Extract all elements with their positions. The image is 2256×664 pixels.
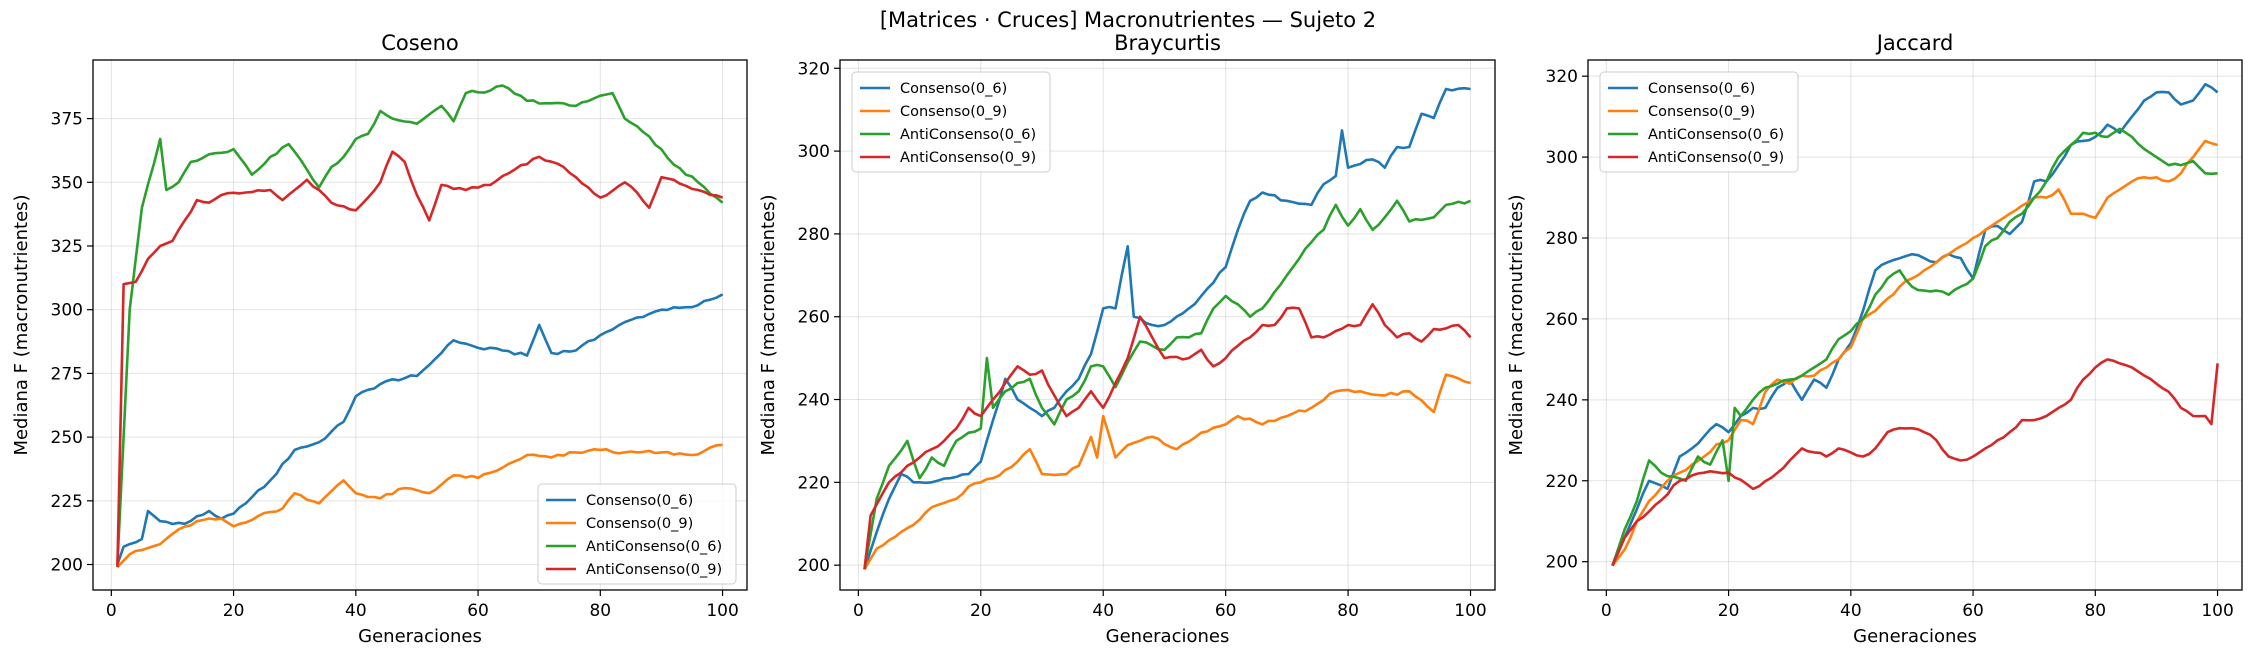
series-line-anticonsenso0_6 bbox=[863, 199, 1472, 570]
x-tick-label: 40 bbox=[345, 601, 367, 621]
legend: Consenso(0_6) Consenso(0_9) AntiConsenso(0… bbox=[851, 71, 1051, 173]
y-axis-label: Mediana F (macronutrientes) bbox=[11, 194, 32, 455]
legend-entry: Consenso(0_6) bbox=[1648, 81, 1755, 97]
y-tick-label: 280 bbox=[798, 225, 830, 245]
legend-entry: AntiConsenso(0_6) bbox=[586, 539, 722, 555]
series-line-anticonsenso0_9 bbox=[863, 303, 1472, 570]
x-axis-label: Generaciones bbox=[358, 626, 482, 647]
y-tick-label: 200 bbox=[798, 556, 830, 576]
series-line-anticonsenso0_6 bbox=[116, 84, 724, 565]
y-tick-label: 220 bbox=[1546, 472, 1578, 492]
x-tick-label: 80 bbox=[1337, 601, 1359, 621]
y-tick-label: 300 bbox=[1546, 148, 1578, 168]
x-tick-label: 0 bbox=[1601, 601, 1612, 621]
legend-entry: AntiConsenso(0_9) bbox=[586, 562, 722, 578]
series-line-anticonsenso0_9 bbox=[1611, 358, 2219, 567]
axes-frame bbox=[92, 59, 748, 591]
x-tick-label: 0 bbox=[106, 601, 117, 621]
legend-box bbox=[537, 483, 737, 585]
x-tick-label: 100 bbox=[1454, 601, 1486, 621]
x-tick-label: 80 bbox=[2084, 601, 2106, 621]
legend-box bbox=[1599, 71, 1799, 173]
axes-frame bbox=[839, 59, 1496, 591]
y-tick-label: 300 bbox=[51, 301, 83, 321]
y-axis-label: Mediana F (macronutrientes) bbox=[758, 194, 779, 455]
legend-entry: Consenso(0_6) bbox=[586, 493, 693, 509]
subplot-title: Jaccard bbox=[1875, 31, 1954, 55]
y-tick-label: 375 bbox=[51, 110, 83, 130]
y-tick-label: 280 bbox=[1546, 229, 1578, 249]
y-tick-label: 240 bbox=[1546, 391, 1578, 411]
legend-entry: Consenso(0_9) bbox=[586, 516, 693, 532]
legend-box bbox=[851, 71, 1051, 173]
subplot-title: Coseno bbox=[381, 31, 459, 55]
y-tick-label: 240 bbox=[798, 391, 830, 411]
axes-frame bbox=[1587, 59, 2243, 591]
x-tick-label: 0 bbox=[853, 601, 864, 621]
x-tick-label: 40 bbox=[1092, 601, 1114, 621]
y-tick-label: 320 bbox=[798, 59, 830, 79]
legend-entry: AntiConsenso(0_6) bbox=[1648, 127, 1784, 143]
subplot-jaccard: 0 20 40 60 80 100 200 220 240 260 280 300 320 Jaccard… bbox=[1506, 31, 2243, 647]
legend: Consenso(0_6) Consenso(0_9) AntiConsenso(0… bbox=[1599, 71, 1799, 173]
x-tick-label: 60 bbox=[1962, 601, 1984, 621]
y-tick-label: 200 bbox=[51, 556, 83, 576]
series-line-consenso0_9 bbox=[863, 373, 1471, 570]
series-line-consenso0_9 bbox=[1611, 139, 2218, 567]
x-tick-label: 20 bbox=[223, 601, 245, 621]
y-tick-label: 260 bbox=[1546, 310, 1578, 330]
x-tick-label: 60 bbox=[1215, 601, 1237, 621]
x-tick-label: 20 bbox=[1718, 601, 1740, 621]
y-tick-label: 260 bbox=[798, 308, 830, 328]
subplot-coseno: 0 20 40 60 80 100 200 225 250 275 300 325 350 375 Cose… bbox=[11, 31, 748, 647]
legend-entry: Consenso(0_6) bbox=[900, 81, 1007, 97]
series-line-consenso0_9 bbox=[116, 443, 723, 569]
legend-entry: AntiConsenso(0_9) bbox=[1648, 150, 1784, 166]
x-axis-label: Generaciones bbox=[1853, 626, 1977, 647]
legend: Consenso(0_6) Consenso(0_9) AntiConsenso(0… bbox=[537, 483, 737, 585]
legend-entry: Consenso(0_9) bbox=[1648, 104, 1755, 120]
series-line-anticonsenso0_9 bbox=[116, 150, 724, 568]
series-line-consenso0_6 bbox=[863, 86, 1471, 570]
y-tick-label: 350 bbox=[51, 173, 83, 193]
legend-entry: AntiConsenso(0_6) bbox=[900, 127, 1036, 143]
figure-title: [Matrices · Cruces] Macronutrientes — Su… bbox=[879, 8, 1377, 32]
y-axis-label: Mediana F (macronutrientes) bbox=[1506, 194, 1527, 455]
x-axis-label: Generaciones bbox=[1106, 626, 1230, 647]
x-tick-label: 60 bbox=[467, 601, 489, 621]
x-tick-label: 100 bbox=[2201, 601, 2233, 621]
y-tick-label: 250 bbox=[51, 428, 83, 448]
y-tick-label: 300 bbox=[798, 142, 830, 162]
series-line-anticonsenso0_6 bbox=[1611, 127, 2218, 567]
subplot-braycurtis: 0 20 40 60 80 100 200 220 240 260 280 300 320 Braycur… bbox=[758, 31, 1496, 647]
legend-entry: AntiConsenso(0_9) bbox=[900, 150, 1036, 166]
series-line-consenso0_6 bbox=[116, 293, 724, 565]
legend-entry: Consenso(0_9) bbox=[900, 104, 1007, 120]
y-tick-label: 275 bbox=[51, 364, 83, 384]
y-tick-label: 200 bbox=[1546, 553, 1578, 573]
x-tick-label: 80 bbox=[589, 601, 611, 621]
y-tick-label: 325 bbox=[51, 237, 83, 257]
y-tick-label: 220 bbox=[798, 473, 830, 493]
subplot-title: Braycurtis bbox=[1114, 31, 1221, 55]
y-tick-label: 225 bbox=[51, 492, 83, 512]
y-tick-label: 320 bbox=[1546, 67, 1578, 87]
x-tick-label: 20 bbox=[970, 601, 992, 621]
x-tick-label: 40 bbox=[1840, 601, 1862, 621]
x-tick-label: 100 bbox=[706, 601, 738, 621]
